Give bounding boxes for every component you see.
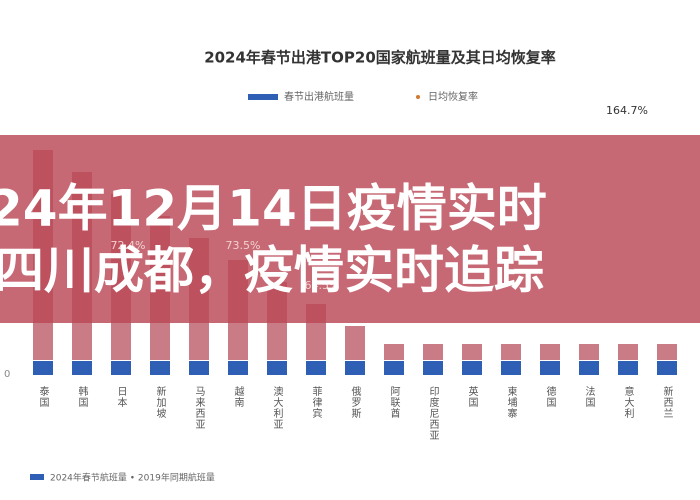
category-label: 韩国	[76, 385, 88, 408]
category-label: 柬埔寨	[505, 386, 517, 419]
bar	[267, 361, 287, 375]
category-label: 英国	[466, 385, 478, 408]
legend-swatch	[30, 474, 44, 480]
rate-label: 72.4%	[111, 239, 146, 252]
bar	[150, 361, 170, 375]
background-bar	[345, 326, 365, 360]
category-label: 意大利	[622, 385, 634, 419]
bar	[462, 361, 482, 375]
category-label: 日本	[115, 386, 127, 408]
category-label: 新加坡	[154, 385, 166, 419]
legend-swatch	[416, 95, 420, 99]
bar	[501, 361, 521, 375]
category-label: 澳大利亚	[271, 385, 283, 430]
category-label: 泰国	[37, 385, 49, 408]
rate-label: 164.7%	[606, 104, 648, 117]
bar	[111, 361, 131, 375]
chart-title: 2024年春节出港TOP20国家航班量及其日均恢复率	[204, 49, 556, 67]
banner-line: 24年12月14日疫情实时	[0, 180, 547, 238]
category-label: 菲律宾	[310, 386, 322, 419]
category-label: 法国	[583, 385, 595, 408]
legend-swatch	[248, 94, 278, 100]
bar	[345, 361, 365, 375]
banner-line: 四川成都，疫情实时追踪	[0, 242, 544, 300]
category-label: 德国	[544, 385, 556, 408]
axis-label: 0	[4, 369, 10, 380]
background-bar	[618, 344, 638, 360]
bar	[618, 361, 638, 375]
bar	[384, 361, 404, 375]
category-label: 俄罗斯	[349, 386, 361, 419]
background-bar	[579, 344, 599, 360]
category-label: 印度尼西亚	[427, 386, 439, 441]
bottom-legend: 2024年春节航班量 • 2019年同期航班量	[50, 472, 215, 484]
background-bar	[384, 344, 404, 360]
bar	[657, 361, 677, 375]
bar	[189, 361, 209, 375]
bar	[579, 361, 599, 375]
category-label: 越南	[232, 385, 244, 408]
category-label: 新西兰	[661, 385, 673, 419]
background-bar	[657, 344, 677, 360]
category-label: 马来西亚	[193, 386, 205, 430]
bar	[306, 361, 326, 375]
banner	[0, 135, 700, 323]
background-bar	[540, 344, 560, 360]
rate-label: 64.5%	[305, 279, 340, 292]
bar	[72, 361, 92, 375]
background-bar	[501, 344, 521, 360]
bar	[540, 361, 560, 375]
background-bar	[423, 344, 443, 360]
background-bar	[462, 344, 482, 360]
rate-label: 73.5%	[226, 239, 261, 252]
legend-entry: 春节出港航班量	[284, 90, 354, 103]
bar	[228, 361, 248, 375]
legend-entry: 日均恢复率	[428, 90, 478, 103]
bar	[33, 361, 53, 375]
category-label: 阿联酋	[388, 386, 400, 419]
bar	[423, 361, 443, 375]
